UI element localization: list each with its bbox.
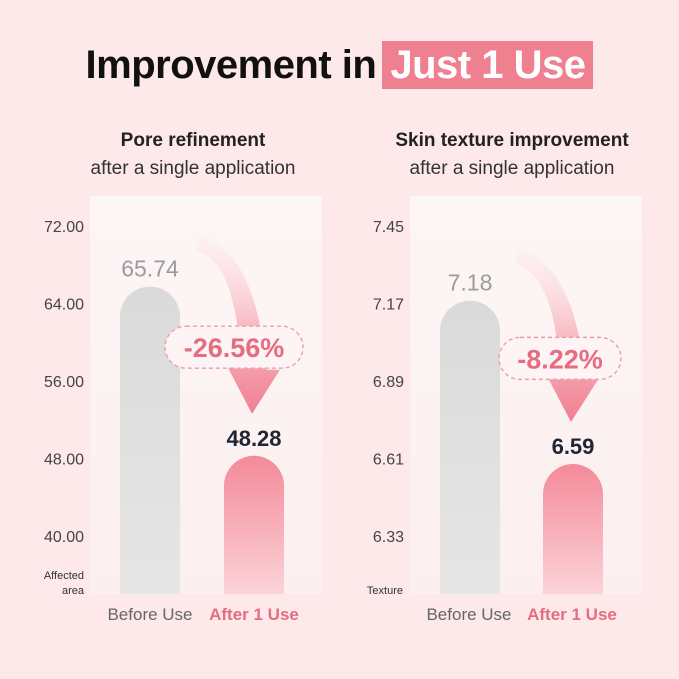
pore-y-tick-label: 48.00 <box>44 452 84 469</box>
headline-highlight: Just 1 Use <box>382 41 594 89</box>
pore-y-axis-label: Affected <box>44 570 84 582</box>
texture-y-tick-label: 6.61 <box>373 452 404 469</box>
pore-y-tick-label: 64.00 <box>44 297 84 314</box>
pore-y-tick-label: 72.00 <box>44 219 84 236</box>
panel-left-title: Pore refinement after a single applicati… <box>33 128 353 184</box>
pore-value-label-before-use: 65.74 <box>121 256 179 282</box>
pore-change-callout <box>164 325 304 369</box>
texture-y-tick-label: 6.89 <box>373 374 404 391</box>
pore-decrease-arrow <box>196 234 280 414</box>
pore-category-label-before-use: Before Use <box>107 605 192 624</box>
pore-bar-after-1-use <box>224 455 284 594</box>
headline: Improvement in Just 1 Use <box>0 40 679 90</box>
pore-y-axis-label-line2: area <box>62 585 85 597</box>
pore-chart-title: Pore refinement <box>120 130 266 151</box>
texture-change-callout <box>498 336 622 381</box>
panel-right-title: Skin texture improvement after a single … <box>352 128 672 184</box>
texture-category-label-after-1-use: After 1 Use <box>527 605 617 624</box>
pore-change-value: -26.56% <box>184 333 285 363</box>
texture-y-axis-label: Texture <box>367 585 403 597</box>
pore-value-label-after-1-use: 48.28 <box>226 426 281 451</box>
pore-bar-before-use <box>120 286 180 594</box>
headline-prefix: Improvement in <box>85 43 377 87</box>
texture-chart: 7.45 7.17 6.89 6.61 6.33 Texture 7.18 Before Us… <box>367 196 642 624</box>
texture-y-tick-label: 7.17 <box>373 297 404 314</box>
texture-change-value: -8.22% <box>517 344 603 374</box>
texture-value-label-after-1-use: 6.59 <box>552 434 595 459</box>
texture-chart-subtitle: after a single application <box>409 158 615 179</box>
texture-value-label-before-use: 7.18 <box>448 270 493 296</box>
texture-bar-before-use <box>440 300 500 594</box>
pore-chart-subtitle: after a single application <box>90 158 296 179</box>
pore-category-label-after-1-use: After 1 Use <box>209 605 299 624</box>
texture-y-tick-label: 6.33 <box>373 529 404 546</box>
pore-chart: 72.00 64.00 56.00 48.00 40.00 Affected area 65.… <box>44 196 322 624</box>
pore-y-tick-label: 56.00 <box>44 374 84 391</box>
texture-chart-title: Skin texture improvement <box>395 130 629 151</box>
pore-y-tick-label: 40.00 <box>44 529 84 546</box>
texture-bar-after-1-use <box>543 464 603 594</box>
texture-y-tick-label: 7.45 <box>373 219 404 236</box>
texture-category-label-before-use: Before Use <box>426 605 511 624</box>
